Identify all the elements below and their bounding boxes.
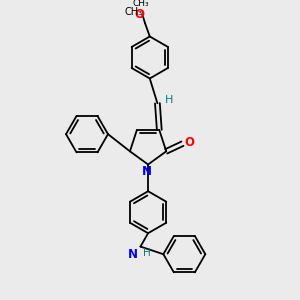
Text: N: N bbox=[128, 248, 138, 262]
Text: H: H bbox=[143, 248, 151, 259]
Text: CH₃: CH₃ bbox=[133, 0, 149, 8]
Text: O: O bbox=[184, 136, 194, 149]
Text: H: H bbox=[165, 95, 173, 105]
Text: N: N bbox=[142, 166, 152, 178]
Text: CH₃: CH₃ bbox=[124, 7, 142, 17]
Text: O: O bbox=[134, 8, 144, 21]
